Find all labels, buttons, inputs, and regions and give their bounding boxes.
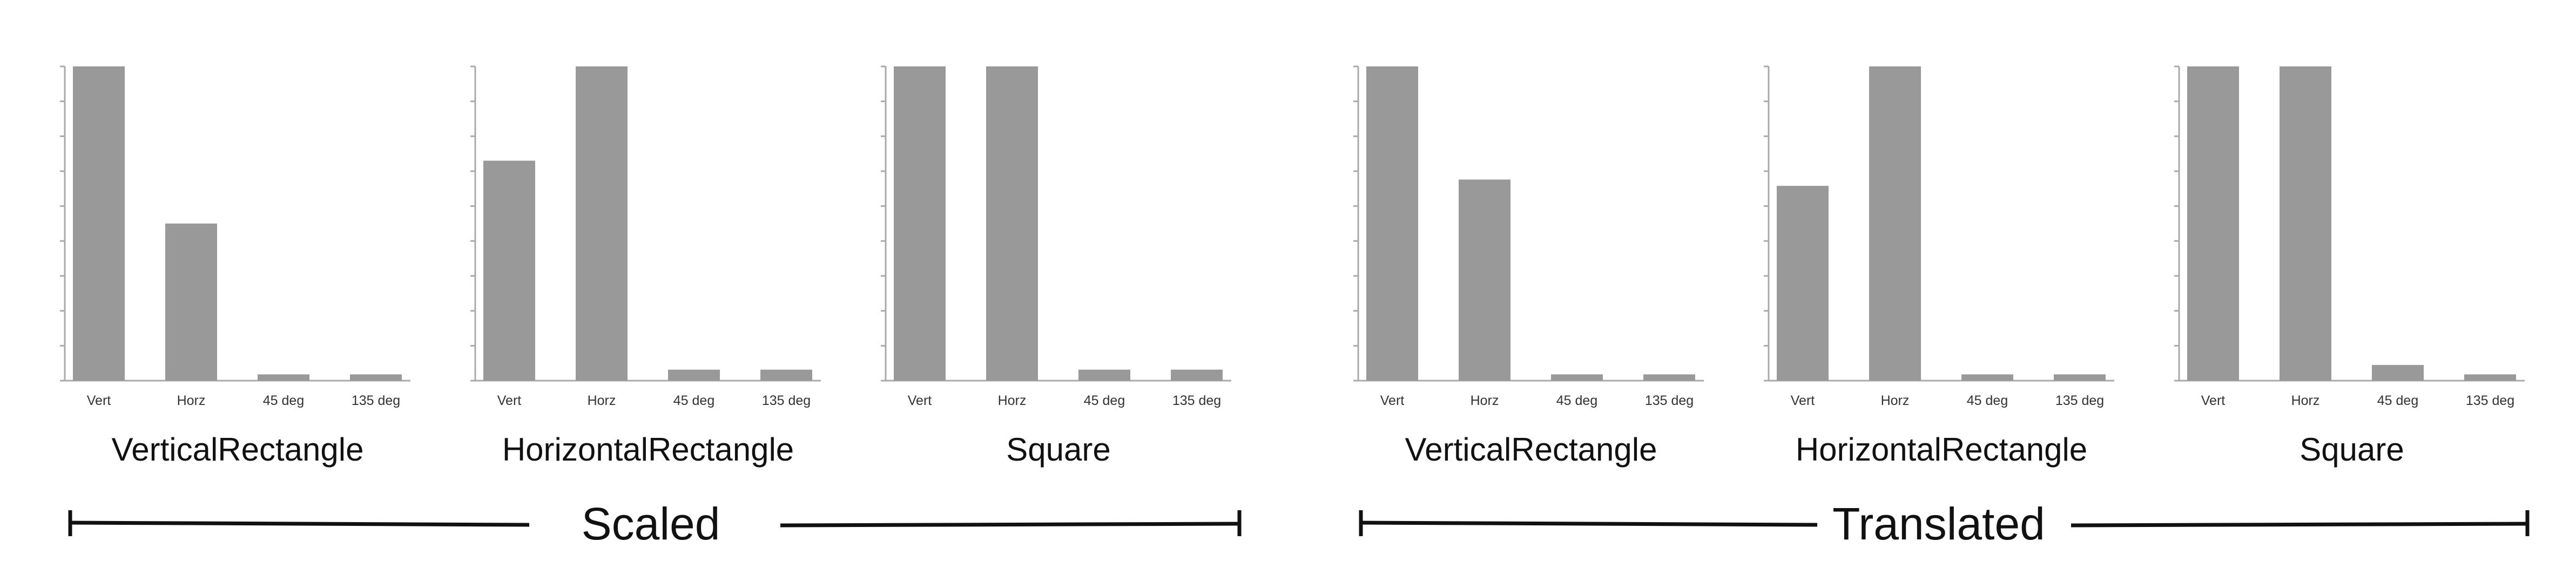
panel-title: VerticalRectangle: [1405, 431, 1657, 468]
x-tick-label: 135 deg: [1645, 393, 1694, 408]
bar: [986, 66, 1038, 381]
panel-title: VerticalRectangle: [111, 431, 364, 468]
x-tick-label: 135 deg: [1172, 393, 1221, 408]
bar: [1961, 374, 2013, 381]
bar: [2372, 364, 2424, 381]
panel-title: HorizontalRectangle: [502, 431, 794, 468]
x-tick-label: 45 deg: [1084, 393, 1125, 408]
bar: [576, 66, 628, 381]
x-tick-label: Horz: [1881, 393, 1910, 408]
x-tick-label: 135 deg: [352, 393, 400, 408]
group-label-scaled: Scaled: [581, 498, 720, 549]
bar: [483, 160, 535, 381]
bar: [1078, 369, 1130, 381]
bar: [668, 369, 720, 381]
x-tick-label: 45 deg: [673, 393, 714, 408]
x-tick-label: Horz: [998, 393, 1027, 408]
group-label-translated: Translated: [1832, 498, 2045, 549]
x-tick-label: 45 deg: [1967, 393, 2008, 408]
x-tick-label: 45 deg: [1556, 393, 1597, 408]
x-tick-label: Horz: [588, 393, 616, 408]
panel-title: Square: [1006, 431, 1111, 468]
bar: [1551, 374, 1603, 381]
x-tick-label: Horz: [1471, 393, 1499, 408]
panel-title: Square: [2299, 431, 2404, 468]
bracket-line: [70, 521, 530, 527]
x-tick-label: Horz: [177, 393, 206, 408]
bar: [73, 66, 125, 381]
bar: [1366, 66, 1418, 381]
bracket-line: [780, 522, 1240, 528]
bar: [1869, 66, 1921, 381]
bar: [2464, 374, 2516, 381]
x-tick-label: 135 deg: [2466, 393, 2514, 408]
bar: [258, 374, 309, 381]
bar: [2054, 374, 2106, 381]
x-tick-label: 45 deg: [263, 393, 304, 408]
panel-title: HorizontalRectangle: [1795, 431, 2088, 468]
bar: [165, 224, 217, 381]
bar: [760, 369, 812, 381]
bar: [1777, 186, 1829, 381]
bar: [1171, 369, 1223, 381]
bar: [1459, 179, 1510, 381]
bar: [2187, 66, 2239, 381]
bar: [350, 374, 402, 381]
bar: [2280, 66, 2331, 381]
x-tick-label: Vert: [1380, 393, 1405, 408]
x-tick-label: Vert: [497, 393, 522, 408]
x-tick-label: Vert: [87, 393, 111, 408]
x-tick-label: 45 deg: [2377, 393, 2418, 408]
bracket-line: [2071, 522, 2528, 528]
x-tick-label: Vert: [908, 393, 932, 408]
x-tick-label: 135 deg: [762, 393, 811, 408]
x-tick-label: Horz: [2291, 393, 2320, 408]
x-tick-label: Vert: [2201, 393, 2226, 408]
bar: [1643, 374, 1695, 381]
bar: [894, 66, 946, 381]
x-tick-label: 135 deg: [2055, 393, 2104, 408]
x-tick-label: Vert: [1791, 393, 1815, 408]
bracket-line: [1360, 521, 1818, 527]
